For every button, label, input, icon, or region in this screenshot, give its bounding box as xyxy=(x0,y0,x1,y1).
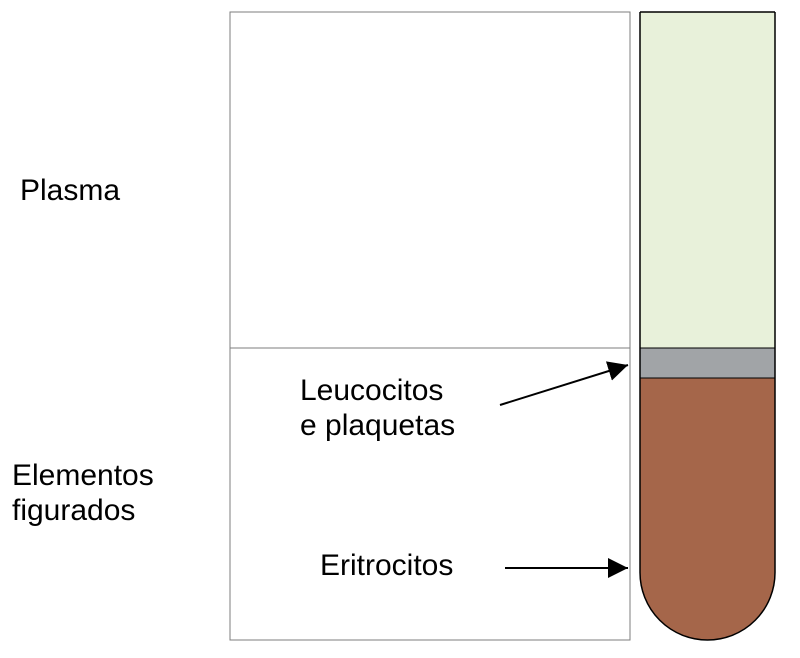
test-tube xyxy=(640,12,775,650)
elements-label-2: figurados xyxy=(12,494,135,527)
plasma-layer xyxy=(640,12,775,348)
plasma-label: Plasma xyxy=(20,174,120,207)
elements-label-1: Elementos xyxy=(12,459,154,492)
buffy-label-2: e plaquetas xyxy=(300,409,455,442)
rbc-label: Eritrocitos xyxy=(320,549,453,582)
buffy-label-1: Leucocitos xyxy=(300,374,443,407)
erythrocyte-layer xyxy=(640,378,775,650)
buffy-arrow xyxy=(500,365,628,405)
buffy-coat-layer xyxy=(640,348,775,378)
plasma-bracket xyxy=(230,12,630,348)
